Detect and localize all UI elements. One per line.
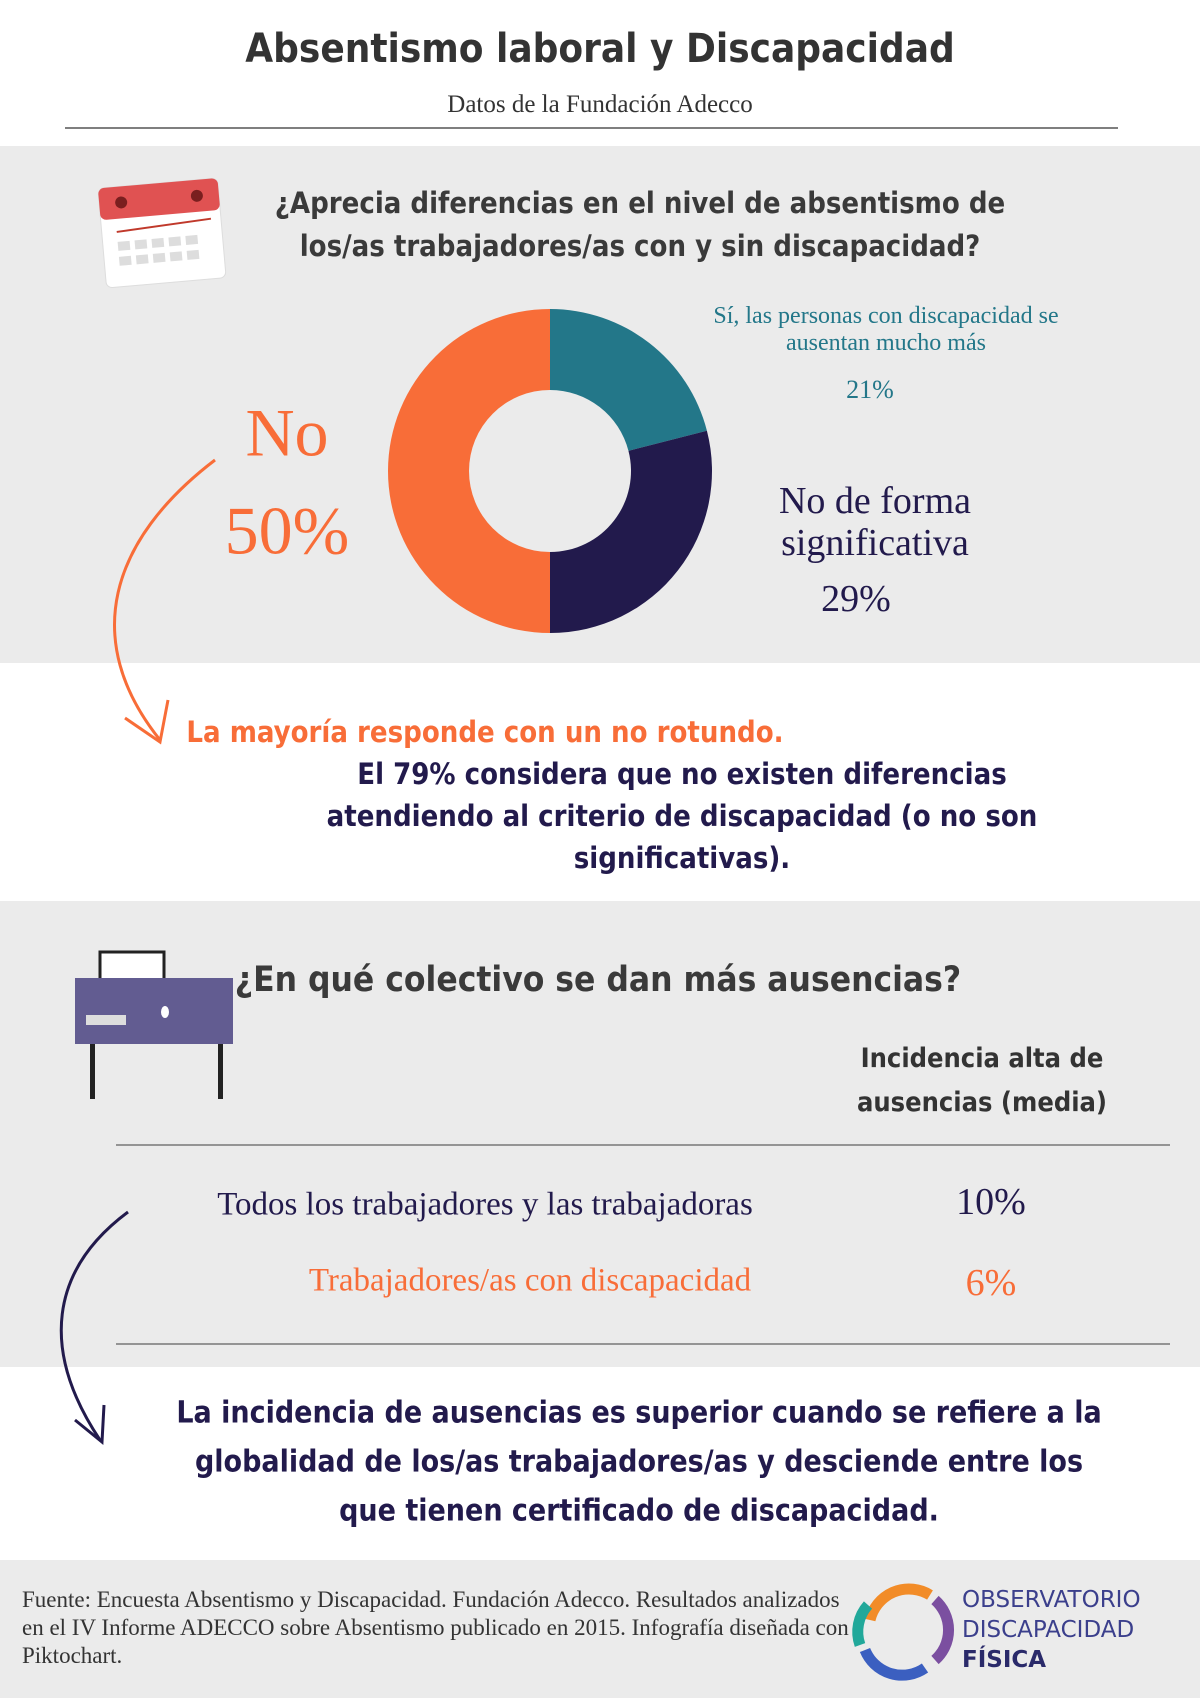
highlight: La mayoría responde con un no rotundo. bbox=[186, 715, 784, 749]
donut-slice bbox=[388, 309, 550, 633]
calendar-icon bbox=[97, 177, 227, 289]
slice-label: No de forma significativa bbox=[778, 480, 972, 564]
source: Fuente: Encuesta Absentismo y Discapacid… bbox=[22, 1587, 849, 1668]
arrow bbox=[113, 458, 216, 741]
question: ¿Aprecia diferencias en el nivel de abse… bbox=[274, 186, 1006, 263]
row-value: 10% bbox=[956, 1181, 1026, 1223]
arrow bbox=[59, 1210, 129, 1441]
summary: El 79% considera que no existen diferenc… bbox=[326, 757, 1038, 875]
logo-line: OBSERVATORIO bbox=[962, 1587, 1141, 1613]
slice-value: 21% bbox=[846, 375, 894, 404]
slice-value: 50% bbox=[224, 492, 350, 569]
donut-slice bbox=[550, 309, 707, 451]
logo-line: FÍSICA bbox=[962, 1647, 1047, 1673]
arrow-head bbox=[124, 699, 170, 745]
desk-icon bbox=[75, 950, 233, 1099]
donut-slice bbox=[550, 430, 712, 633]
arrow-head bbox=[74, 1404, 106, 1446]
row-label: Trabajadores/as con discapacidad bbox=[308, 1262, 752, 1299]
logo-mark bbox=[852, 1583, 954, 1681]
subtitle: Datos de la Fundación Adecco bbox=[447, 91, 753, 118]
table-title: ¿En qué colectivo se dan más ausencias? bbox=[234, 960, 962, 1000]
slice-label: Sí, las personas con discapacidad se aus… bbox=[713, 303, 1059, 356]
logo-line: DISCAPACIDAD bbox=[962, 1617, 1135, 1643]
slice-value: 29% bbox=[821, 578, 891, 620]
row-label: Todos los trabajadores y las trabajadora… bbox=[217, 1186, 753, 1223]
title: Absentismo laboral y Discapacidad bbox=[245, 26, 955, 72]
footer-bg bbox=[0, 1560, 1200, 1698]
conclusion: La incidencia de ausencias es superior c… bbox=[176, 1395, 1102, 1529]
column-header: Incidencia alta de ausencias (media) bbox=[856, 1043, 1108, 1118]
logo-text: OBSERVATORIO DISCAPACIDAD FÍSICA bbox=[962, 1585, 1141, 1675]
slice-label: No bbox=[245, 394, 329, 471]
row-value: 6% bbox=[965, 1262, 1017, 1304]
